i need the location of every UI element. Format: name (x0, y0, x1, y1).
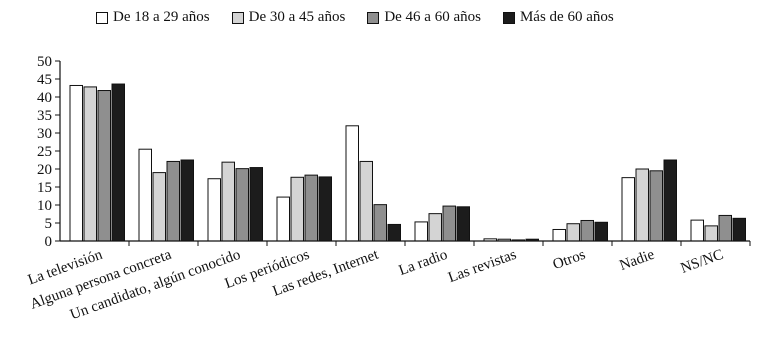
y-tick-label: 25 (37, 144, 52, 160)
x-category-label: NS/NC (679, 247, 726, 277)
y-tick-label: 10 (37, 198, 52, 214)
bar-3-4 (304, 174, 318, 242)
bar-2-5 (359, 160, 373, 242)
legend-item-46-60: De 46 a 60 años (367, 9, 481, 26)
x-category-label: Otros (551, 247, 588, 273)
x-category-label: Nadie (617, 247, 656, 274)
bar-2-4 (290, 176, 304, 242)
y-tick-label: 40 (37, 90, 52, 106)
bar-1-8 (552, 228, 566, 242)
legend: De 18 a 29 años De 30 a 45 años De 46 a … (96, 9, 614, 26)
bars (69, 83, 746, 242)
y-tick-label: 35 (37, 108, 52, 124)
bar-3-1 (97, 90, 111, 242)
legend-item-30-45: De 30 a 45 años (231, 9, 346, 26)
bar-2-1 (83, 86, 97, 242)
bar-2-10 (704, 225, 718, 242)
y-tick-label: 5 (45, 216, 53, 232)
y-tick-label: 20 (37, 162, 52, 178)
bar-4-4 (318, 176, 332, 242)
legend-swatch-60-plus (502, 11, 515, 24)
legend-swatch-18-29 (96, 11, 108, 24)
bar-2-8 (566, 223, 580, 242)
bar-1-10 (690, 219, 704, 242)
y-tick-label: 15 (37, 180, 52, 196)
legend-label-30-45: De 30 a 45 años (248, 9, 346, 25)
bar-3-10 (718, 214, 732, 242)
bar-3-5 (373, 204, 387, 242)
bar-1-4 (276, 196, 290, 242)
y-tick-label: 30 (37, 126, 52, 142)
bar-3-2 (166, 160, 180, 242)
bar-3-9 (649, 170, 663, 242)
bar-4-9 (663, 159, 677, 242)
y-axis: 0 5 10 15 20 25 30 35 40 45 50 (37, 54, 61, 250)
bar-1-2 (138, 148, 152, 242)
bar-3-6 (442, 205, 456, 242)
bar-2-2 (152, 172, 166, 242)
y-tick-label: 45 (37, 72, 52, 88)
x-category-label: Las revistas (446, 247, 519, 286)
legend-label-60-plus: Más de 60 años (519, 9, 614, 25)
bar-1-5 (345, 125, 359, 242)
bar-4-10 (732, 217, 746, 242)
y-tick-label: 0 (45, 234, 53, 250)
bar-3-3 (235, 168, 249, 242)
bar-2-3 (221, 161, 235, 242)
bar-1-9 (621, 177, 635, 242)
legend-item-18-29: De 18 a 29 años (96, 9, 210, 26)
bar-4-3 (249, 167, 263, 242)
bar-1-1 (69, 84, 83, 242)
bar-2-6 (428, 213, 442, 242)
bar-4-1 (111, 83, 125, 242)
bar-4-2 (180, 159, 194, 242)
bar-1-3 (207, 178, 221, 242)
x-category-label: La radio (397, 247, 450, 279)
y-tick-label: 50 (37, 54, 52, 70)
bar-2-9 (635, 168, 649, 242)
legend-swatch-46-60 (367, 11, 380, 24)
bar-4-6 (456, 206, 470, 242)
legend-label-18-29: De 18 a 29 años (113, 9, 210, 25)
bar-3-8 (580, 219, 594, 242)
bar-4-8 (594, 221, 608, 242)
legend-item-60-plus: Más de 60 años (502, 9, 614, 26)
bar-4-5 (387, 223, 401, 242)
bar-1-6 (414, 221, 428, 242)
legend-swatch-30-45 (231, 11, 244, 24)
legend-label-46-60: De 46 a 60 años (384, 9, 481, 25)
